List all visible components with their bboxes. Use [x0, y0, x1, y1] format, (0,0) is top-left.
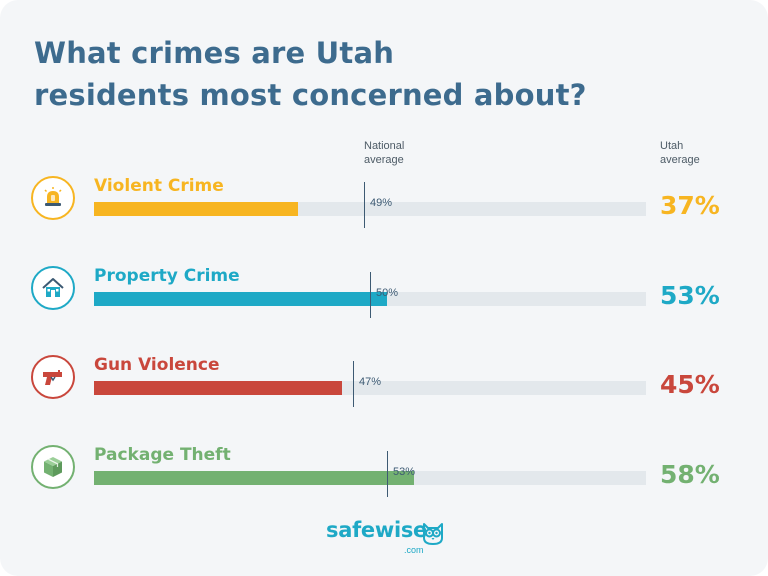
- utah-average-label: 53%: [660, 281, 720, 310]
- national-average-marker: [353, 361, 354, 407]
- safewise-logo: safewise .com: [318, 516, 458, 556]
- bar-track: 47%: [94, 361, 646, 407]
- bar-track: 53%: [94, 451, 646, 497]
- chart-row-violent-crime: Violent Crime 49% 37%: [0, 176, 768, 257]
- title-line-2: residents most concerned about?: [34, 78, 587, 112]
- national-average-marker: [387, 451, 388, 497]
- chart-row-property-crime: Property Crime 50% 53%: [0, 266, 768, 347]
- utah-header-line-1: Utah: [660, 140, 684, 152]
- category-label: Violent Crime: [94, 176, 224, 196]
- category-label: Property Crime: [94, 266, 240, 286]
- bar-track: 49%: [94, 182, 646, 228]
- title-line-1: What crimes are Utah: [34, 36, 395, 70]
- utah-bar: [94, 381, 342, 395]
- house-icon-badge: [31, 266, 75, 310]
- utah-average-label: 45%: [660, 370, 720, 399]
- utah-bar: [94, 202, 298, 216]
- national-average-label: 47%: [359, 376, 382, 388]
- package-icon-badge: [31, 445, 75, 489]
- logo-wordmark: safewise: [326, 518, 427, 542]
- utah-average-header: Utah average: [660, 139, 740, 167]
- utah-average-label: 37%: [660, 191, 720, 220]
- national-average-header: National average: [364, 139, 444, 167]
- national-header-line-2: average: [364, 154, 404, 166]
- category-label: Package Theft: [94, 445, 231, 465]
- national-average-label: 53%: [393, 466, 416, 478]
- utah-bar: [94, 292, 387, 306]
- logo-domain: .com: [404, 545, 424, 555]
- category-label: Gun Violence: [94, 355, 220, 375]
- national-average-marker: [364, 182, 365, 228]
- chart-row-package-theft: Package Theft 53% 58%: [0, 445, 768, 526]
- chart-row-gun-violence: Gun Violence 47% 45%: [0, 355, 768, 436]
- owl-icon: [423, 523, 443, 545]
- national-average-label: 50%: [376, 287, 399, 299]
- utah-header-line-2: average: [660, 154, 700, 166]
- bar-track: 50%: [94, 272, 646, 318]
- utah-bar: [94, 471, 414, 485]
- national-average-marker: [370, 272, 371, 318]
- gun-icon-badge: [31, 355, 75, 399]
- utah-average-label: 58%: [660, 460, 720, 489]
- national-header-line-1: National: [364, 140, 405, 152]
- page-title: What crimes are Utah residents most conc…: [34, 32, 734, 116]
- national-average-label: 49%: [370, 197, 393, 209]
- siren-icon-badge: [31, 176, 75, 220]
